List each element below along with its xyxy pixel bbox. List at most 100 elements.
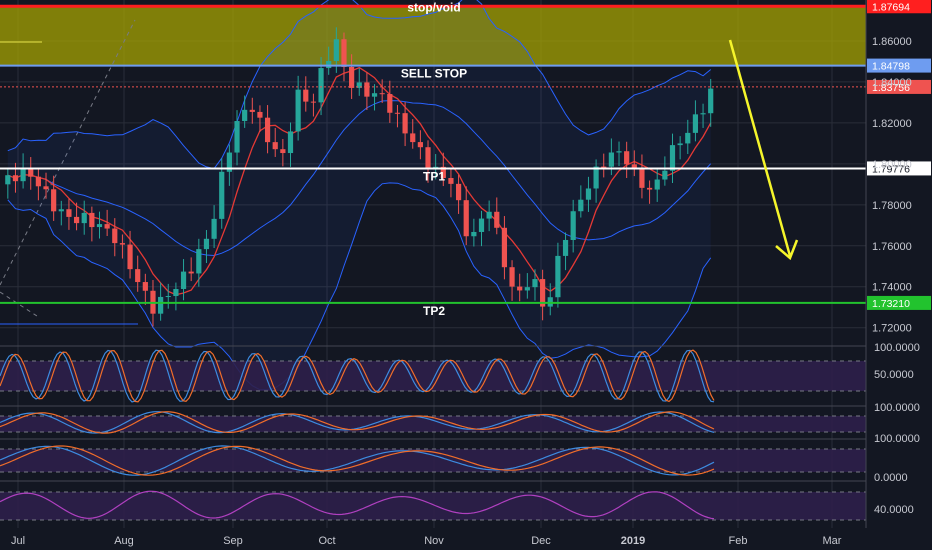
osc-line-orange (0, 445, 715, 476)
candle-body (700, 113, 706, 115)
candle-body (287, 131, 294, 154)
panel-tick-label[interactable]: 100.0000 (874, 433, 920, 445)
bollinger-middle (7, 100, 712, 257)
x-tick-label[interactable]: 2019 (621, 535, 645, 547)
y-tick-label[interactable]: 1.86000 (872, 36, 912, 48)
candle-body (58, 209, 64, 212)
candle-body (547, 297, 553, 307)
y-tick-label[interactable]: 1.84000 (872, 77, 912, 89)
level-tag[interactable] (867, 79, 931, 94)
level-tag[interactable] (867, 0, 931, 14)
candle-body (73, 216, 80, 224)
panel-tick-label[interactable]: 0.0000 (874, 472, 908, 484)
candle-body (104, 224, 110, 229)
candle-body (379, 93, 385, 95)
arrow-shaft (728, 39, 792, 257)
candle-body (387, 94, 393, 113)
candle-body (12, 175, 19, 182)
x-tick-label[interactable]: Mar (823, 535, 842, 547)
candle-body (341, 39, 347, 67)
candle-body (234, 121, 240, 153)
candle-body (272, 142, 278, 150)
x-tick-label[interactable]: Sep (223, 535, 243, 547)
trend-line (0, 19, 136, 286)
x-tick-label[interactable]: Feb (729, 535, 748, 547)
y-tick-label[interactable]: 1.76000 (872, 241, 912, 253)
level-annotation: stop/void (407, 0, 460, 14)
candle-body (425, 147, 431, 169)
candle-body (478, 218, 485, 232)
candle-body (20, 167, 26, 182)
candle-body (81, 212, 87, 224)
osc-line-orange (0, 349, 715, 403)
candle-body (486, 211, 492, 219)
level-tag[interactable] (867, 295, 931, 310)
candle-body (692, 114, 699, 133)
candle-body (318, 68, 324, 103)
candle-body (601, 166, 607, 168)
candle-body (127, 244, 133, 270)
x-tick-label[interactable]: Oct (318, 535, 335, 547)
x-tick-label[interactable]: Aug (114, 535, 134, 547)
candle-body (310, 101, 317, 103)
candle-body (226, 152, 232, 172)
candle-body (517, 286, 523, 291)
arrow-head (775, 239, 799, 261)
candle-body (417, 142, 423, 148)
candle-body (5, 175, 11, 185)
level-tag[interactable] (867, 161, 931, 176)
x-tick-label[interactable]: Nov (424, 535, 444, 547)
y-tick-label[interactable]: 1.78000 (872, 200, 912, 212)
osc-line-blue (0, 411, 715, 434)
y-tick-label[interactable]: 1.74000 (872, 282, 912, 294)
panel-tick-label[interactable]: 40.0000 (874, 504, 914, 516)
level-tag-label: 1.83756 (872, 82, 910, 94)
panel-tick-label[interactable]: 50.0000 (874, 369, 914, 381)
candle-body (585, 188, 592, 200)
time-axis[interactable]: Jul Aug Sep Oct Nov Dec 2019 Feb Mar (11, 535, 842, 547)
candle-body (280, 149, 286, 154)
zones (0, 6, 866, 325)
panel-tick-label[interactable]: 100.0000 (874, 342, 920, 354)
candle-body (349, 66, 355, 88)
osc-line-blue (0, 349, 715, 403)
osc-line-orange (0, 411, 715, 434)
candle-body (570, 211, 576, 240)
candle-body (66, 209, 72, 217)
candle-body (219, 171, 225, 219)
price-axis[interactable]: 1.86000 1.84000 1.82000 1.80000 1.78000 1.760… (865, 0, 920, 528)
panel-tick-label[interactable]: 100.0000 (874, 402, 920, 414)
candle-body (593, 166, 599, 189)
level-tag-label: 1.73210 (872, 298, 910, 310)
candle-body (35, 176, 41, 187)
panel-band (0, 416, 866, 432)
candle-body (371, 93, 378, 97)
candle-body (333, 39, 339, 61)
level-tag-label: 1.84798 (872, 61, 910, 73)
oscillator-panels (0, 345, 866, 521)
y-tick-label[interactable]: 1.82000 (872, 118, 912, 130)
level-tag-label: 1.87694 (872, 1, 910, 13)
candle-body (532, 279, 538, 288)
candle-body (257, 111, 263, 118)
fast-ma (7, 66, 712, 296)
candle-body (440, 166, 446, 179)
candle-body (501, 227, 508, 268)
y-tick-label[interactable]: 1.72000 (872, 323, 912, 335)
candles (5, 27, 714, 327)
y-tick-label[interactable]: 1.80000 (872, 159, 912, 171)
candle-body (112, 228, 118, 244)
level-tag[interactable] (867, 58, 931, 73)
x-tick-label[interactable]: Jul (11, 535, 25, 547)
candle-body (165, 296, 171, 298)
candle-body (608, 152, 614, 167)
candle-body (326, 60, 332, 69)
candle-body (249, 109, 255, 112)
panel-band (0, 492, 866, 520)
candle-body (203, 238, 210, 250)
candle-body (96, 224, 103, 228)
x-tick-label[interactable]: Dec (531, 535, 551, 547)
candle-body (173, 288, 179, 297)
